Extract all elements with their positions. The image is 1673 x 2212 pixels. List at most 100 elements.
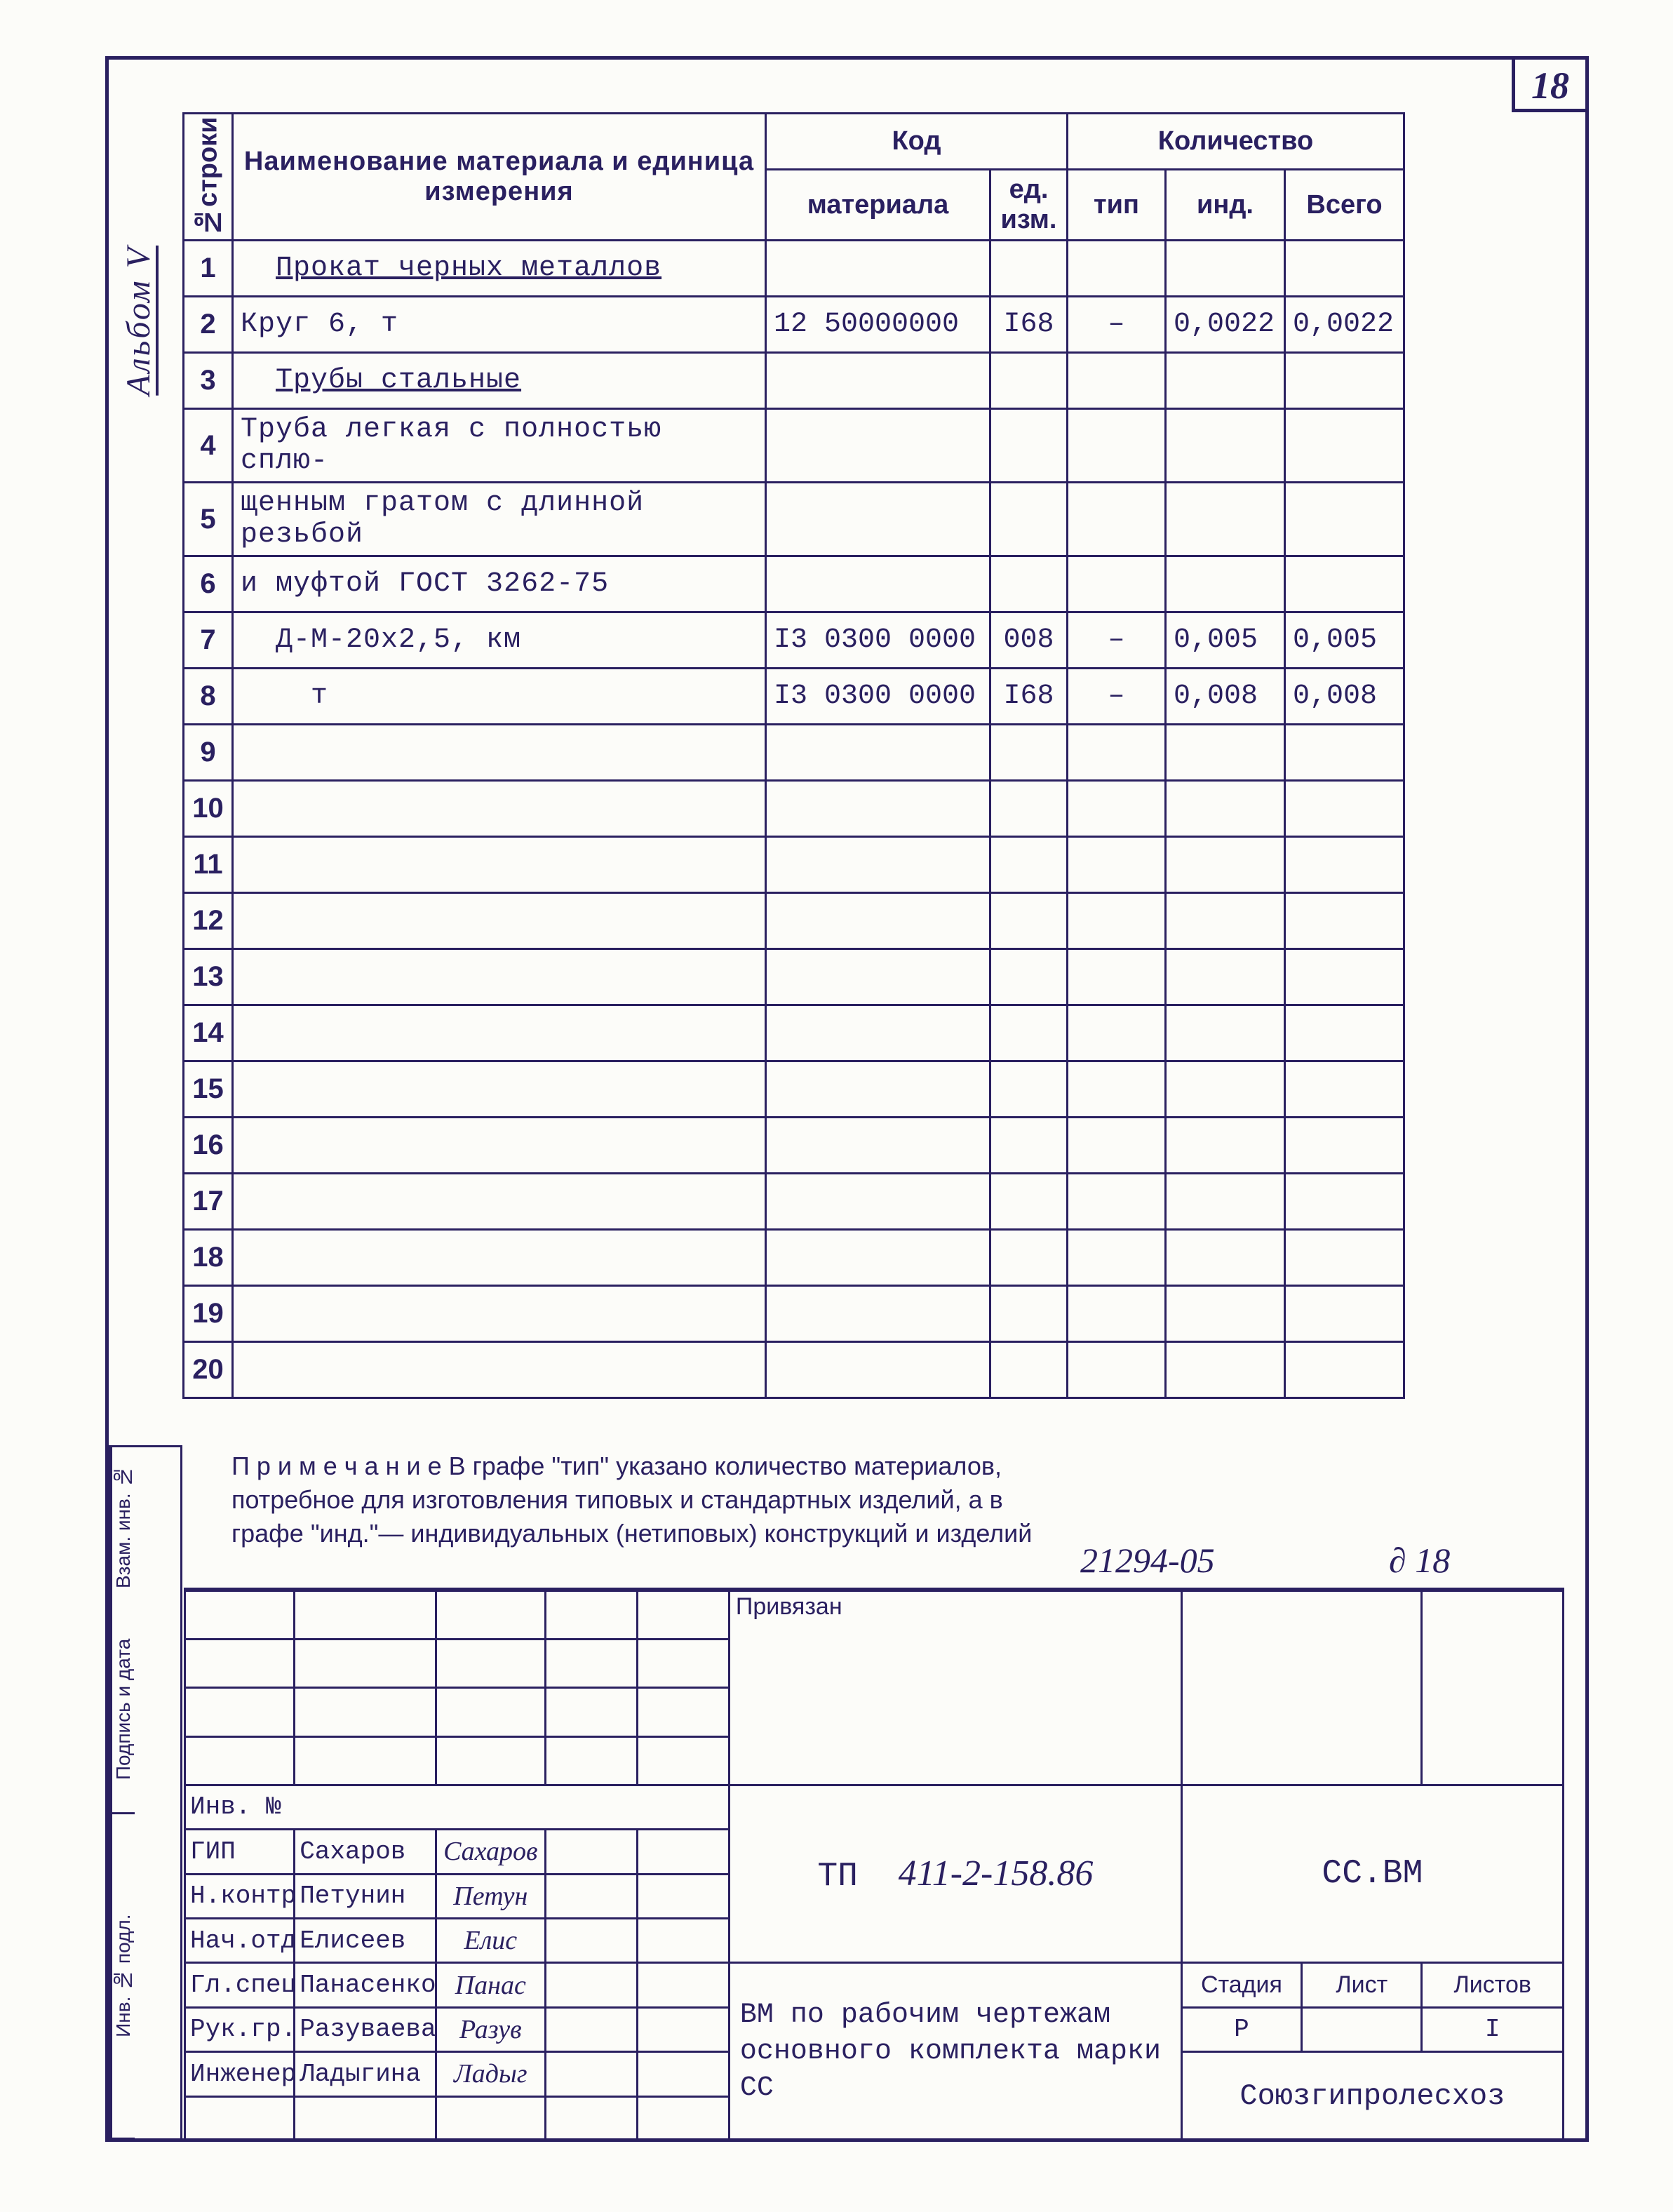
cell-n: 6 — [184, 556, 233, 612]
cell-ind — [1166, 1230, 1285, 1286]
cell-name: Круг 6, т — [233, 297, 766, 353]
cell-n: 15 — [184, 1061, 233, 1118]
table-row: 17 — [184, 1174, 1404, 1230]
cell-name — [233, 1342, 766, 1398]
cell-ind — [1166, 483, 1285, 556]
cell-name — [233, 893, 766, 949]
th-tip: тип — [1068, 170, 1166, 241]
cell-name: Прокат черных металлов — [233, 241, 766, 297]
cell-mat — [766, 1118, 990, 1174]
cell-vse — [1285, 781, 1404, 837]
cell-tip — [1068, 1286, 1166, 1342]
cell-ind — [1166, 1174, 1285, 1230]
cell-name: Д-М-20х2,5, км — [233, 612, 766, 669]
cell-mat — [766, 949, 990, 1005]
th-rowno: №строки — [184, 114, 233, 241]
role-1: Н.контр. — [185, 1874, 295, 1918]
cell-n: 14 — [184, 1005, 233, 1061]
cell-n: 12 — [184, 893, 233, 949]
cell-ind — [1166, 409, 1285, 483]
cell-mat — [766, 1005, 990, 1061]
cell-vse: 0,0022 — [1285, 297, 1404, 353]
name-0: Сахаров — [295, 1830, 436, 1874]
cell-mat — [766, 1230, 990, 1286]
cell-vse — [1285, 893, 1404, 949]
cell-n: 7 — [184, 612, 233, 669]
cell-mat — [766, 1174, 990, 1230]
cell-ed — [990, 893, 1068, 949]
cell-vse — [1285, 725, 1404, 781]
th-code-ed: ед. изм. — [990, 170, 1068, 241]
cell-n: 5 — [184, 483, 233, 556]
cell-ind — [1166, 1286, 1285, 1342]
cell-ind — [1166, 241, 1285, 297]
cell-ind — [1166, 781, 1285, 837]
cell-ed — [990, 241, 1068, 297]
cell-name — [233, 1230, 766, 1286]
cell-mat: I3 0300 0000 — [766, 612, 990, 669]
cell-ed — [990, 409, 1068, 483]
table-row: 8тI3 0300 0000I68–0,0080,008 — [184, 669, 1404, 725]
cell-tip — [1068, 781, 1166, 837]
cell-ed — [990, 837, 1068, 893]
cell-mat — [766, 1286, 990, 1342]
cell-name — [233, 1005, 766, 1061]
table-row: 9 — [184, 725, 1404, 781]
doc-code: СС.ВМ — [1181, 1785, 1563, 1963]
cell-n: 20 — [184, 1342, 233, 1398]
val-sheets: I — [1422, 2007, 1564, 2051]
table-row: 13 — [184, 949, 1404, 1005]
cell-n: 8 — [184, 669, 233, 725]
cell-name — [233, 781, 766, 837]
cell-vse — [1285, 483, 1404, 556]
cell-name — [233, 1174, 766, 1230]
cell-ind — [1166, 1005, 1285, 1061]
cell-vse: 0,005 — [1285, 612, 1404, 669]
th-ind: инд. — [1166, 170, 1285, 241]
cell-ed — [990, 1061, 1068, 1118]
table-row: 20 — [184, 1342, 1404, 1398]
cell-mat — [766, 725, 990, 781]
sig-2: Елис — [436, 1918, 545, 1962]
table-row: 4Труба легкая с полностью сплю- — [184, 409, 1404, 483]
cell-ed: 008 — [990, 612, 1068, 669]
role-0: ГИП — [185, 1830, 295, 1874]
role-5: Инженер — [185, 2052, 295, 2096]
cell-vse: 0,008 — [1285, 669, 1404, 725]
cell-tip — [1068, 1005, 1166, 1061]
sig-0: Сахаров — [436, 1830, 545, 1874]
cell-tip — [1068, 1061, 1166, 1118]
table-row: 18 — [184, 1230, 1404, 1286]
cell-n: 1 — [184, 241, 233, 297]
cell-tip — [1068, 1230, 1166, 1286]
cell-ind — [1166, 556, 1285, 612]
table-row: 2Круг 6, т12 50000000I68–0,00220,0022 — [184, 297, 1404, 353]
cell-vse — [1285, 409, 1404, 483]
title-block: Привязан Инв. № ТП 411-2-158.86 СС.ВМ ГИ… — [184, 1588, 1564, 2142]
cell-vse — [1285, 353, 1404, 409]
cell-ind — [1166, 725, 1285, 781]
th-stage: Стадия — [1181, 1963, 1301, 2007]
cell-name — [233, 837, 766, 893]
cell-mat — [766, 483, 990, 556]
cell-mat — [766, 1342, 990, 1398]
cell-n: 9 — [184, 725, 233, 781]
cell-mat — [766, 353, 990, 409]
table-row: 12 — [184, 893, 1404, 949]
organization: Союзгипролесхоз — [1181, 2052, 1563, 2141]
sig-4: Разув — [436, 2007, 545, 2051]
role-2: Нач.отд. — [185, 1918, 295, 1962]
cell-tip — [1068, 556, 1166, 612]
cell-name: Трубы стальные — [233, 353, 766, 409]
role-4: Рук.гр. — [185, 2007, 295, 2051]
cell-ind: 0,005 — [1166, 612, 1285, 669]
cell-ind — [1166, 837, 1285, 893]
bind-vzam: Взам. инв. № — [112, 1447, 135, 1607]
note-ref: 21294-05 — [1080, 1540, 1215, 1581]
tp-label: ТП — [817, 1858, 858, 1896]
cell-n: 11 — [184, 837, 233, 893]
cell-ind: 0,008 — [1166, 669, 1285, 725]
name-2: Елисеев — [295, 1918, 436, 1962]
cell-tip — [1068, 837, 1166, 893]
name-5: Ладыгина — [295, 2052, 436, 2096]
